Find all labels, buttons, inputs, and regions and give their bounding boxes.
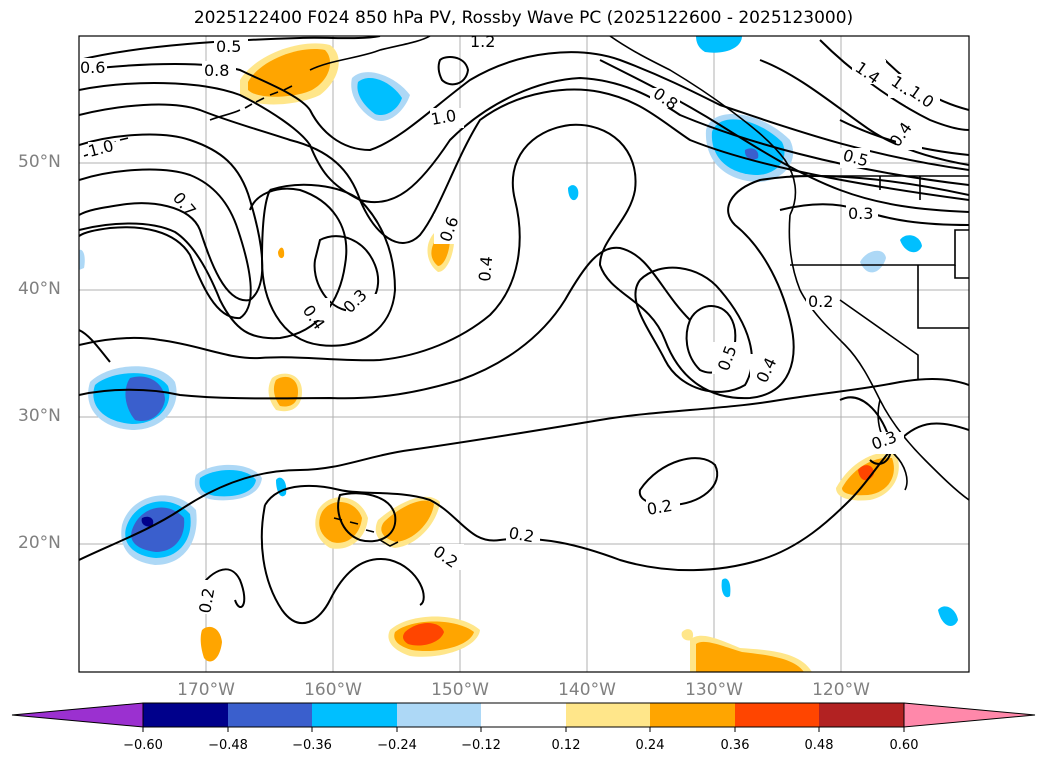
colorbar-max-extend (903, 702, 1036, 728)
lon-tick-label: 170°W (177, 680, 235, 700)
pv-contour-line (79, 246, 691, 400)
colorbar-segment (819, 703, 904, 727)
lon-tick-label: 120°W (812, 680, 870, 700)
positive-anomaly-patch (681, 629, 694, 641)
colorbar-segment (481, 703, 566, 727)
colorbar-segment (735, 703, 819, 727)
lon-tick-label: 140°W (558, 680, 616, 700)
state-border (790, 229, 969, 266)
colorbar-tick-label: −0.36 (292, 738, 332, 753)
colorbar-tick-label: 0.48 (804, 738, 834, 753)
colorbar-segment (650, 703, 735, 727)
contour-label: 0.2 (507, 523, 535, 546)
colorbar-segment (312, 703, 397, 727)
alaska-coast (309, 36, 431, 71)
pv-contour-line (79, 51, 969, 171)
colorbar-tick-label: 0.36 (720, 738, 750, 753)
negative-anomaly-patch (357, 77, 402, 116)
colorbar-segment (143, 703, 228, 727)
colorbar-tick-label: 0.24 (635, 738, 665, 753)
negative-anomaly-patch (79, 249, 85, 270)
positive-anomaly-patch (273, 376, 298, 407)
colorbar-tick-label: 0.60 (889, 738, 919, 753)
aleutian-islands (209, 85, 293, 121)
pv-contour-line (819, 39, 969, 131)
pv-contour-line (634, 266, 753, 393)
positive-anomaly-patch (248, 49, 331, 97)
contour-label: 0.5 (216, 37, 241, 56)
lon-tick-label: 130°W (685, 680, 743, 700)
colorbar-segment (566, 703, 650, 727)
state-border (917, 265, 969, 329)
positive-anomaly-patch (200, 626, 222, 662)
pv-contour-line (79, 133, 264, 302)
positive-anomaly-patch (696, 641, 804, 672)
lat-tick-label: 50°N (18, 152, 61, 172)
contour-label: 0.4 (475, 255, 496, 282)
pv-contour-line (79, 123, 969, 400)
negative-anomaly-patch (938, 606, 958, 626)
negative-anomaly-patch (125, 376, 165, 422)
pv-contour-line (260, 183, 397, 347)
colorbar-tick-label: −0.12 (461, 738, 501, 753)
lat-tick-label: 20°N (18, 533, 61, 553)
positive-anomaly-patch (403, 623, 444, 646)
pv-contour-line (79, 36, 381, 61)
negative-anomaly-patch (568, 185, 579, 201)
pv-contour-line (759, 59, 969, 166)
contour-label: 0.2 (195, 586, 218, 614)
pv-contour-line (79, 329, 111, 363)
lon-tick-label: 150°W (431, 680, 489, 700)
colorbar-tick-label: 0.12 (551, 738, 581, 753)
colorbar-segment (228, 703, 312, 727)
colorbar (11, 702, 1036, 732)
pv-contour-line (79, 88, 969, 244)
pv-contours (79, 36, 969, 624)
positive-anomaly-patch (381, 500, 434, 542)
map-background (79, 36, 969, 672)
pv-contour-line (79, 76, 969, 204)
negative-anomaly-patch (860, 250, 886, 273)
contour-label: 1.0 (429, 106, 457, 129)
contour-label: 0.2 (808, 292, 833, 311)
colorbar-tick-label: −0.60 (123, 738, 163, 753)
negative-anomaly-patch (744, 148, 759, 160)
pv-contour-line (194, 568, 246, 608)
state-border (839, 299, 919, 380)
colorbar-min-extend (11, 702, 144, 728)
negative-anomaly-patch (696, 36, 742, 53)
negative-anomaly-patch (721, 578, 731, 598)
positive-anomaly-patch (278, 247, 285, 259)
state-border (954, 265, 969, 279)
map-title: 2025122400 F024 850 hPa PV, Rossby Wave … (193, 8, 854, 28)
colorbar-tick-label: −0.24 (377, 738, 417, 753)
map-frame (78, 35, 970, 673)
lat-tick-label: 40°N (18, 279, 61, 299)
pv-contour-line (337, 492, 397, 543)
state-border (879, 176, 921, 200)
contour-label: 1.2 (470, 32, 495, 51)
bc-coast (609, 36, 797, 216)
negative-anomaly-patch (900, 235, 922, 253)
coastlines (83, 36, 969, 547)
pv-contour-line (79, 378, 969, 561)
pv-contour-line (260, 504, 425, 624)
hawaii-islands (333, 517, 399, 547)
lat-tick-label: 30°N (18, 406, 61, 426)
lon-tick-label: 160°W (304, 680, 362, 700)
pv-contour-line (79, 187, 348, 340)
colorbar-segment (397, 703, 481, 727)
contour-label: 0.2 (645, 496, 673, 519)
pv-contour-line (79, 168, 252, 320)
pv-contour-line (264, 422, 969, 572)
pv-contour-line (437, 56, 470, 86)
contour-label: 0.8 (204, 61, 229, 80)
us-west-coast (788, 214, 969, 501)
negative-anomaly-patch (141, 516, 154, 527)
baja-california (877, 399, 908, 491)
contour-label: 0.6 (80, 58, 105, 77)
colorbar-tick-label: −0.48 (208, 738, 248, 753)
contour-label: 0.3 (848, 204, 873, 223)
